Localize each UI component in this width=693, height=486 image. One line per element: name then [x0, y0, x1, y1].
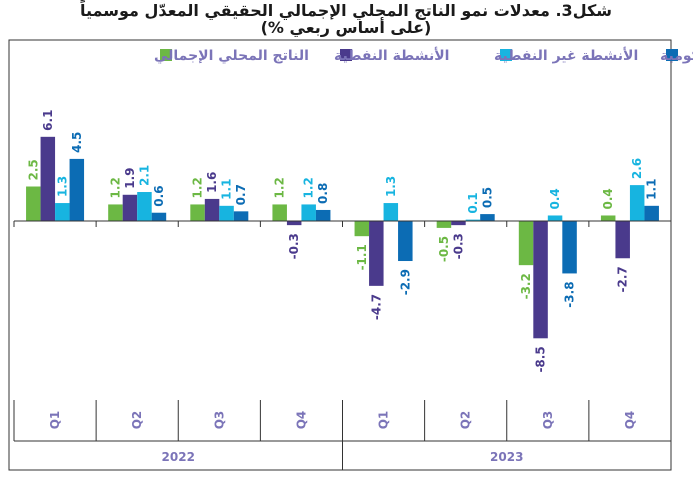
- legend-swatch-nonoil: [500, 49, 512, 61]
- value-label-gdp-2: 1.2: [191, 177, 205, 198]
- bar-nonoil-4: [383, 203, 399, 221]
- bar-nonoil-1: [137, 192, 152, 221]
- value-label-oil-6: -8.5: [534, 346, 548, 372]
- bar-oil-3: [286, 221, 302, 226]
- legend-item-oil: الأنشطة النفطية: [334, 47, 449, 64]
- category-label-7: Q4: [623, 411, 637, 430]
- bar-oil-4: [369, 221, 384, 286]
- value-label-nonoil-0: 1.3: [55, 176, 69, 197]
- bar-nonoil-5: [465, 219, 481, 221]
- bar-gov-2: [233, 211, 249, 221]
- bar-gov-1: [151, 212, 167, 221]
- value-label-gov-1: 0.6: [152, 185, 166, 206]
- bar-gdp-5: [436, 221, 452, 228]
- bar-gdp-4: [354, 221, 370, 237]
- value-label-oil-0: 6.1: [41, 110, 55, 131]
- value-label-gdp-3: 1.2: [273, 177, 287, 198]
- bar-oil-7: [615, 221, 630, 259]
- legend-item-gov: الأنشطة الحكومية: [660, 47, 693, 64]
- value-label-gov-3: 0.8: [316, 183, 330, 204]
- category-label-5: Q2: [459, 411, 473, 430]
- bar-gov-6: [562, 221, 577, 274]
- legend-item-nonoil: الأنشطة غير النفطية: [494, 47, 638, 64]
- legend-item-gdp: الناتج المحلي الإجمالي: [154, 48, 309, 64]
- value-label-nonoil-5: 0.1: [466, 192, 480, 213]
- category-label-1: Q2: [130, 411, 144, 430]
- bar-oil-0: [40, 136, 56, 221]
- value-label-nonoil-4: 1.3: [384, 176, 398, 197]
- value-label-oil-4: -4.7: [369, 294, 383, 320]
- bar-oil-6: [533, 221, 548, 339]
- bar-gdp-2: [190, 204, 205, 221]
- chart-title-line1: شكل3. معدلات نمو الناتج المحلي الإجمالي …: [80, 0, 612, 21]
- value-label-oil-7: -2.7: [616, 266, 630, 292]
- value-label-gdp-7: 0.4: [601, 188, 615, 209]
- legend-label-gdp: الناتج المحلي الإجمالي: [154, 48, 309, 64]
- value-label-gov-4: -2.9: [398, 269, 412, 295]
- value-label-oil-2: 1.6: [205, 172, 219, 193]
- bar-gdp-3: [272, 204, 287, 221]
- bar-gdp-7: [600, 215, 616, 221]
- plot-frame: [8, 39, 672, 471]
- bar-oil-2: [204, 198, 220, 221]
- bar-gov-4: [398, 221, 413, 262]
- value-label-gdp-4: -1.1: [355, 244, 369, 270]
- value-label-gdp-1: 1.2: [108, 177, 122, 198]
- value-label-gov-7: 1.1: [645, 179, 659, 200]
- bar-gov-7: [644, 205, 659, 221]
- bars-layer: [26, 136, 659, 339]
- bar-gov-3: [315, 209, 331, 221]
- legend-label-oil: الأنشطة النفطية: [334, 47, 449, 64]
- value-label-gov-2: 0.7: [234, 184, 248, 205]
- category-label-4: Q1: [377, 411, 391, 430]
- value-label-gov-6: -3.8: [563, 281, 577, 307]
- category-label-0: Q1: [48, 411, 62, 430]
- value-label-nonoil-2: 1.1: [220, 179, 234, 200]
- bar-nonoil-2: [219, 205, 234, 221]
- year-label-1: 2023: [490, 450, 523, 464]
- bar-gdp-1: [108, 204, 123, 221]
- legend-swatch-gdp: [160, 49, 172, 61]
- legend-label-gov: الأنشطة الحكومية: [660, 47, 693, 64]
- category-label-6: Q3: [541, 411, 555, 430]
- x-axis: Q1 Q2 Q3 Q4 Q1 Q2 Q3 Q4 2022 2023: [13, 220, 672, 470]
- legend-swatch-gov: [666, 49, 678, 61]
- value-label-nonoil-7: 2.6: [630, 158, 644, 179]
- value-label-gov-5: 0.5: [480, 187, 494, 208]
- value-label-nonoil-6: 0.4: [548, 188, 562, 209]
- value-label-nonoil-3: 1.2: [302, 177, 316, 198]
- bar-gov-0: [69, 158, 85, 221]
- bar-gdp-0: [26, 186, 41, 221]
- value-label-gdp-0: 2.5: [26, 159, 40, 180]
- bar-nonoil-7: [629, 185, 645, 221]
- bar-oil-1: [122, 194, 138, 221]
- value-labels-layer: 2.56.11.34.51.2 1.9 2.10.6 1.2 1.6 1.1 0.7 1.2-…: [26, 110, 658, 373]
- chart-title-line2: (على أساس ربعي %): [261, 17, 432, 38]
- value-label-oil-1: 1.9: [123, 168, 137, 189]
- bar-gdp-6: [518, 221, 534, 266]
- value-label-gov-0: 4.5: [70, 132, 84, 153]
- value-label-nonoil-1: 2.1: [137, 165, 151, 186]
- value-label-oil-3: -0.3: [287, 233, 301, 259]
- bar-nonoil-3: [301, 204, 316, 221]
- legend-swatch-oil: [340, 49, 352, 61]
- year-label-0: 2022: [162, 450, 195, 464]
- bar-gov-5: [480, 214, 495, 221]
- category-label-2: Q3: [212, 411, 226, 430]
- legend: الأنشطة الحكومية الأنشطة غير النفطية الأنش…: [154, 47, 693, 64]
- bar-nonoil-6: [547, 215, 563, 221]
- bar-nonoil-0: [55, 203, 70, 221]
- bar-oil-5: [451, 221, 466, 226]
- legend-label-nonoil: الأنشطة غير النفطية: [494, 47, 638, 64]
- value-label-gdp-6: -3.2: [519, 273, 533, 299]
- value-label-oil-5: -0.3: [451, 233, 465, 259]
- category-label-3: Q4: [294, 411, 308, 430]
- value-label-gdp-5: -0.5: [437, 236, 451, 262]
